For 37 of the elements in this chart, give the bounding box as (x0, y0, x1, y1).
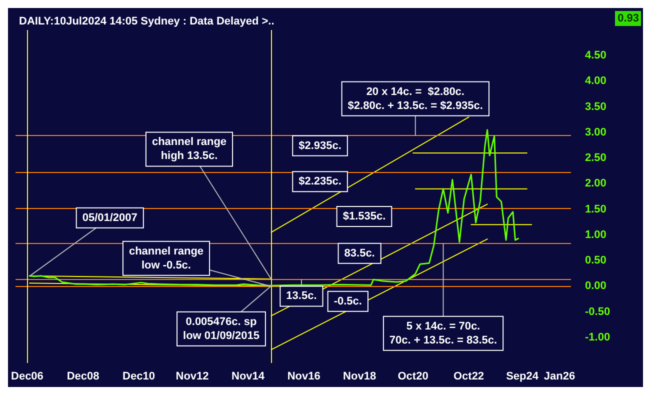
annotation: 20 x 14c. = $2.80c. $2.80c. + 13.5c. = $2.935c. (348, 86, 483, 112)
x-tick-label: Oct20 (398, 370, 428, 382)
x-tick-label: Jan26 (544, 370, 576, 382)
x-tick-label: Dec06 (10, 370, 44, 382)
y-tick-label: 1.50 (585, 203, 606, 216)
y-tick-label: 1.00 (585, 228, 606, 241)
y-tick-label: 0.00 (585, 280, 606, 292)
x-tick-label: Nov16 (287, 370, 320, 382)
y-tick-label: 3.00 (585, 126, 606, 138)
annotation: $2.935c. (298, 140, 342, 152)
x-tick-label: Oct22 (453, 370, 484, 382)
x-tick-label: Dec08 (66, 370, 100, 382)
annotation: -0.5c. (334, 295, 362, 308)
annotation: 05/01/2007 (82, 212, 138, 224)
chart-title: DAILY:10Jul2024 14:05 Sydney : Data Delayed >.. (19, 16, 274, 28)
y-tick-label: 3.50 (585, 100, 606, 113)
text: 0.93 (618, 12, 640, 24)
annotation: $1.535c. (342, 210, 386, 223)
y-tick-label: -1.00 (585, 331, 610, 344)
y-tick-label: 4.50 (585, 50, 606, 62)
annotation: channel range high 13.5c. (152, 136, 227, 162)
x-tick-label: Nov18 (343, 370, 376, 382)
y-tick-label: 2.50 (585, 152, 606, 164)
y-tick-label: 0.50 (585, 254, 606, 267)
x-tick-label: Sep24 (506, 370, 540, 382)
y-tick-label: 4.00 (585, 75, 606, 88)
annotation: 13.5c. (286, 290, 317, 302)
annotation: 83.5c. (344, 247, 375, 260)
y-tick-label: 2.00 (585, 178, 606, 190)
y-tick-label: -0.50 (585, 306, 610, 318)
annotation: 0.005476c. sp low 01/09/2015 (183, 316, 260, 342)
annotation: 5 x 14c. = 70c. 70c. + 13.5c. = 83.5c. (389, 320, 498, 346)
annotation: channel range low -0.5c. (128, 245, 204, 272)
x-tick-label: Dec10 (122, 370, 155, 382)
annotation: $2.235c. (298, 176, 342, 188)
x-tick-label: Nov14 (232, 370, 266, 382)
x-tick-label: Nov12 (176, 370, 209, 382)
